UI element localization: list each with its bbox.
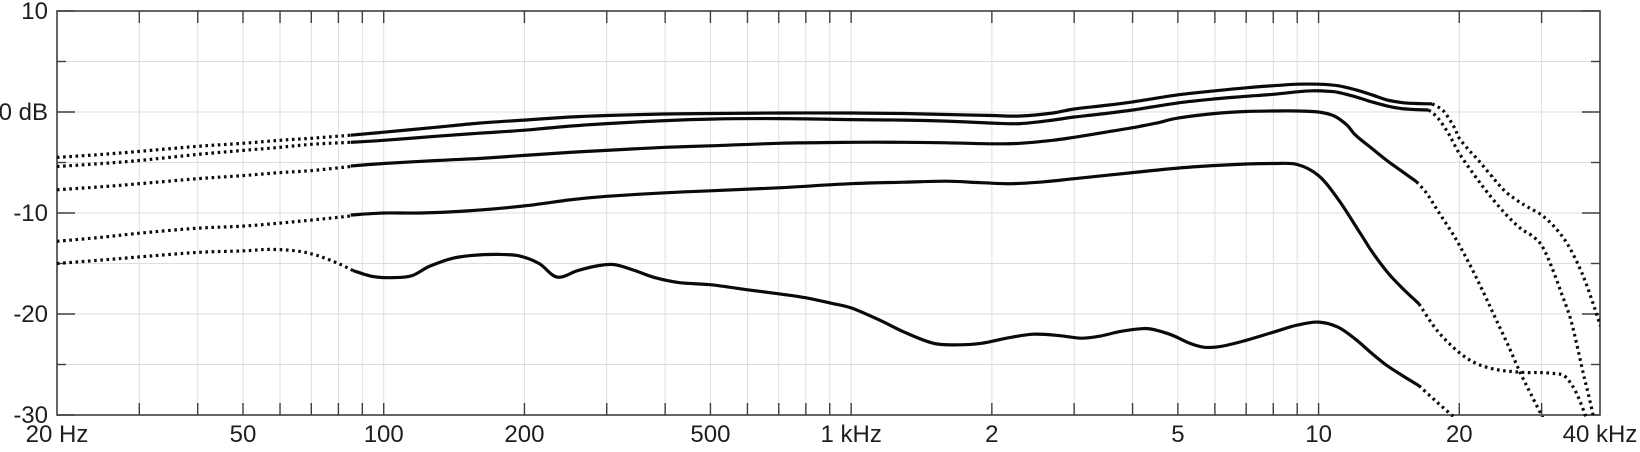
x-tick-label: 2 — [985, 421, 998, 448]
x-tick-label: 40 kHz — [1563, 421, 1638, 448]
curve-4-dotted-segment — [1417, 303, 1588, 417]
y-tick-label: 0 dB — [0, 99, 48, 126]
curve-4 — [57, 161, 1588, 417]
y-tick-label: -20 — [13, 301, 48, 328]
tick-marks — [57, 10, 1600, 416]
curve-3-solid-segment — [350, 109, 1418, 183]
x-tick-label: 5 — [1171, 421, 1184, 448]
curve-3-dotted-segment — [1415, 180, 1545, 417]
curve-3 — [57, 109, 1545, 417]
curve-2 — [57, 89, 1596, 417]
curve-2-dotted-segment — [1427, 108, 1596, 417]
plot-border — [56, 10, 1601, 416]
x-tick-label: 100 — [364, 421, 404, 448]
curve-1-dotted-segment — [1431, 102, 1600, 327]
y-tick-label: 10 — [21, 0, 48, 25]
x-tick-label: 20 Hz — [26, 421, 89, 448]
x-tick-label: 500 — [690, 421, 730, 448]
x-tick-label: 50 — [230, 421, 257, 448]
curve-5-dotted-segment — [57, 247, 354, 273]
x-tick-label: 10 — [1305, 421, 1332, 448]
curve-3-dotted-segment — [57, 164, 351, 192]
curve-5-solid-segment — [352, 252, 1420, 388]
curve-4-dotted-segment — [57, 214, 351, 243]
curve-5-dotted-segment — [1417, 384, 1457, 417]
curves — [57, 82, 1600, 417]
curve-1-solid-segment — [350, 82, 1433, 137]
y-tick-label: -30 — [13, 402, 48, 429]
curve-5 — [57, 247, 1457, 417]
x-tick-label: 20 — [1446, 421, 1473, 448]
curve-2-solid-segment — [350, 89, 1429, 144]
x-tick-label: 200 — [504, 421, 544, 448]
gridlines — [57, 11, 1600, 415]
curve-1 — [57, 82, 1600, 327]
curve-1-dotted-segment — [57, 133, 351, 159]
y-tick-label: -10 — [13, 200, 48, 227]
x-tick-label: 1 kHz — [820, 421, 881, 448]
curve-4-solid-segment — [350, 161, 1421, 306]
